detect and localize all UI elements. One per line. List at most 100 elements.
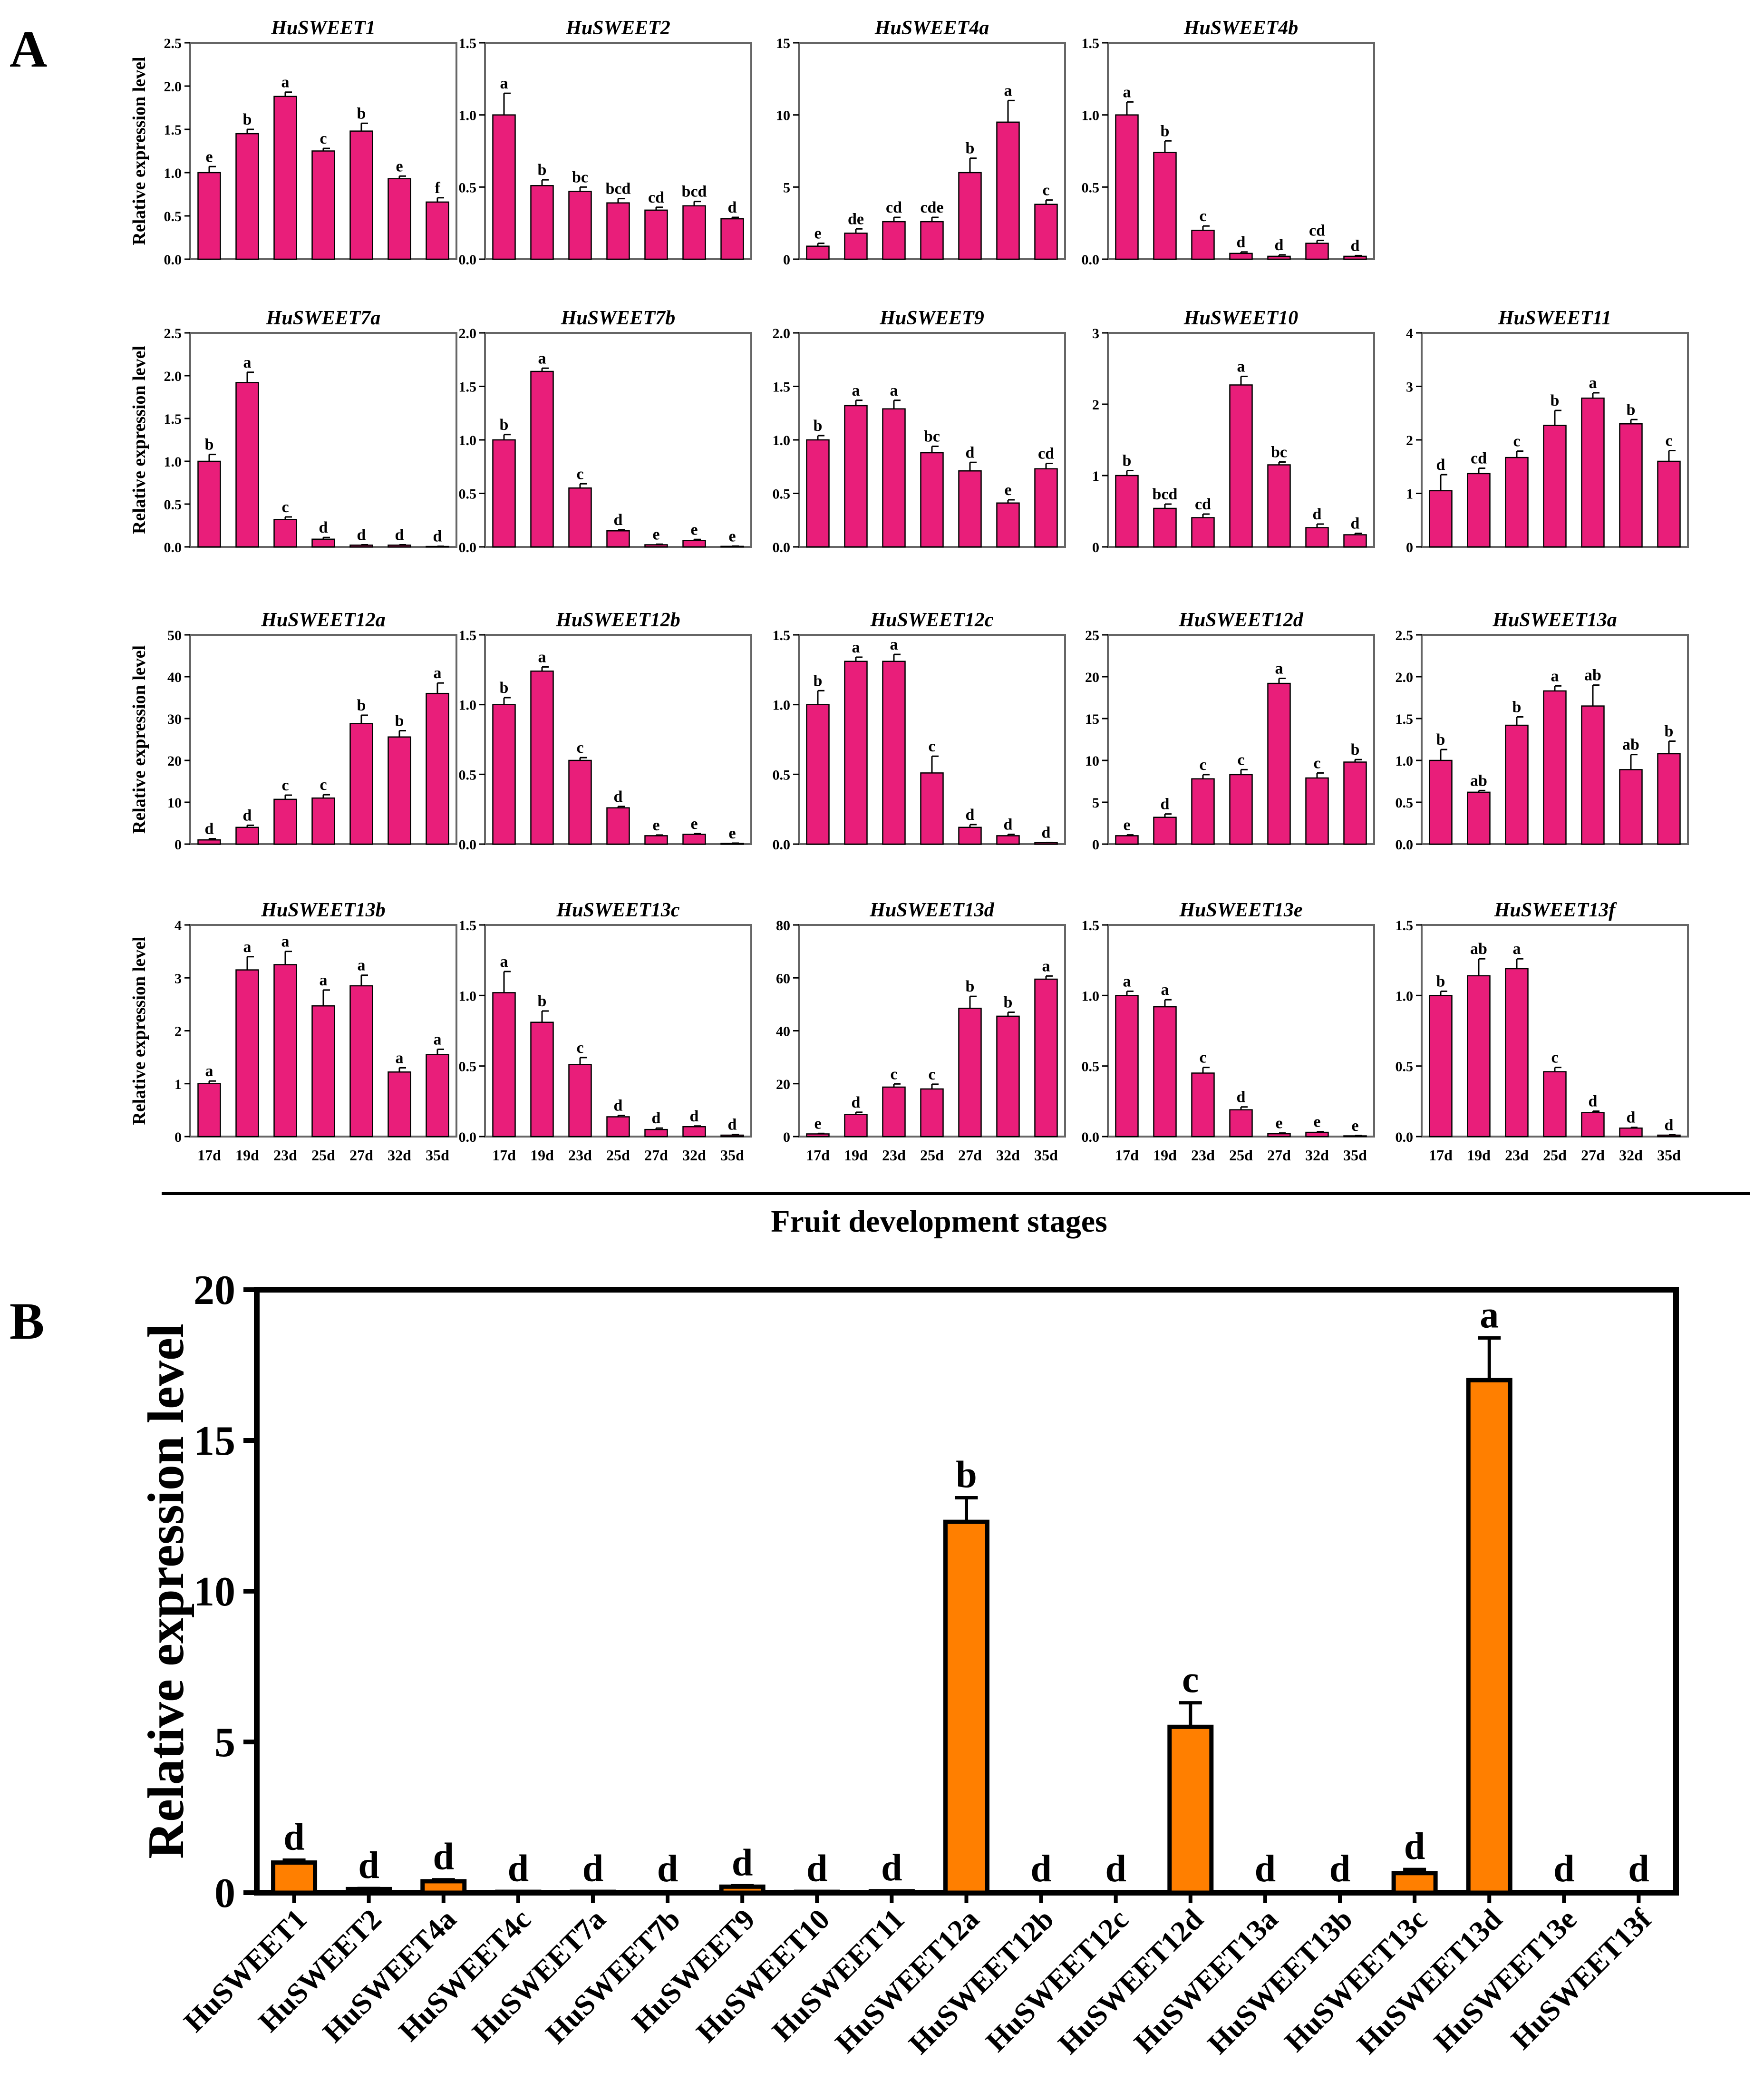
bar-17d: [1115, 114, 1139, 260]
y-tick-label: 1.0: [459, 433, 477, 448]
significance-letter: d: [1105, 1848, 1126, 1890]
y-tick-label: 0.5: [459, 1059, 477, 1075]
significance-letter: a: [1589, 374, 1597, 392]
significance-letter: a: [1004, 82, 1012, 99]
bar-19d: [235, 969, 259, 1138]
chart-husweet4a: HuSWEET4a 0 5 10 15 e de cd cde b a c: [776, 17, 1066, 268]
bar-23d: [1191, 230, 1215, 260]
chart-title: HuSWEET13b: [261, 899, 385, 921]
y-tick-label: 0.5: [1396, 795, 1414, 811]
significance-letter: a: [1275, 660, 1283, 678]
panel-a-shared-xlabel: Fruit development stages: [771, 1204, 1107, 1239]
chart-husweet13b: HuSWEET13b 0 1 2 3 4 a a a a a a a Relative expressio…: [129, 899, 457, 1164]
significance-letter: d: [582, 1848, 604, 1889]
bar-25d: [1229, 253, 1253, 260]
significance-letter: c: [928, 1066, 935, 1083]
bar-25d: [1543, 425, 1567, 548]
significance-letter: d: [395, 526, 404, 544]
bar-25d: [1229, 1109, 1253, 1138]
y-axis-label: Relative expression level: [129, 645, 149, 834]
y-tick-label: 0.5: [1396, 1059, 1414, 1075]
bar-35d: [720, 1134, 744, 1138]
significance-letter: bcd: [606, 180, 631, 198]
significance-letter: b: [1512, 698, 1522, 716]
bar-19d: [530, 370, 554, 548]
x-tick-label: 23d: [273, 1147, 297, 1164]
chart-husweet7b: HuSWEET7b 0.0 0.5 1.0 1.5 2.0 b a c d e e e: [459, 307, 752, 555]
bar-17d: [1115, 995, 1139, 1138]
y-tick-label: 1.0: [164, 454, 182, 470]
significance-letter: d: [205, 820, 214, 838]
y-tick-label: 1.0: [459, 988, 477, 1004]
y-tick-label: 5: [1092, 795, 1099, 811]
bar-32d: [1305, 243, 1329, 260]
significance-letter: d: [1275, 236, 1284, 254]
y-tick-label: 1.5: [1396, 918, 1414, 934]
y-tick-label: 1.5: [459, 36, 477, 51]
y-tick-label: 20: [776, 1077, 790, 1092]
significance-letter: d: [806, 1848, 828, 1889]
y-tick-label: 10: [194, 1569, 235, 1615]
bar-23d: [1191, 517, 1215, 548]
y-tick-label: 1.0: [1082, 108, 1100, 124]
significance-letter: d: [358, 1845, 379, 1887]
bar-19d: [1153, 817, 1177, 845]
y-tick-label: 25: [1085, 628, 1099, 643]
bar-35d: [1343, 534, 1367, 548]
bar-25d: [920, 221, 944, 260]
significance-letter: c: [890, 1065, 897, 1083]
x-tick-label: 32d: [388, 1147, 411, 1164]
x-tick-label: HuSWEET7a: [466, 1903, 612, 2049]
significance-letter: d: [283, 1817, 305, 1858]
bar-35d: [1034, 204, 1058, 260]
bar-19d: [844, 661, 868, 845]
y-tick-label: 1.5: [773, 379, 791, 395]
y-tick-label: 1.5: [773, 628, 791, 643]
bar-23d: [882, 408, 906, 548]
bar-25d: [1543, 1071, 1567, 1138]
significance-letter: d: [614, 788, 623, 806]
significance-letter: d: [1255, 1848, 1276, 1890]
significance-letter: a: [1480, 1294, 1499, 1336]
y-tick-label: 20: [1085, 670, 1099, 685]
chart-husweet1: HuSWEET1 0.0 0.5 1.0 1.5 2.0 2.5 e b a c b e f Relativ…: [129, 17, 457, 268]
significance-letter: d: [1313, 506, 1322, 523]
significance-letter: ab: [1470, 940, 1487, 958]
chart-husweet9: HuSWEET9 0.0 0.5 1.0 1.5 2.0 b a a bc d e cd: [773, 307, 1066, 555]
chart-title: HuSWEET13c: [556, 899, 679, 921]
significance-letter: d: [1553, 1848, 1575, 1890]
significance-letter: cd: [1471, 450, 1487, 467]
y-tick-label: 1: [174, 1077, 182, 1092]
y-tick-label: 40: [776, 1024, 790, 1040]
significance-letter: d: [1665, 1116, 1674, 1134]
bar-husweet1: [271, 1860, 318, 1895]
chart-title: HuSWEET9: [879, 307, 984, 329]
significance-letter: b: [966, 140, 975, 157]
significance-letter: d: [852, 1094, 861, 1111]
x-tick-label: 17d: [1115, 1147, 1139, 1164]
bar-25d: [606, 530, 630, 548]
significance-letter: b: [1161, 122, 1170, 140]
bar-19d: [530, 185, 554, 260]
significance-letter: e: [1004, 481, 1011, 499]
chart-title: HuSWEET12a: [261, 609, 385, 631]
y-tick-label: 5: [214, 1720, 235, 1766]
y-tick-label: 20: [167, 753, 182, 769]
bar-19d: [1467, 791, 1491, 845]
bar-19d: [1153, 1006, 1177, 1138]
significance-letter: b: [1551, 392, 1560, 409]
significance-letter: d: [1237, 1089, 1246, 1106]
bar-25d: [311, 538, 335, 548]
chart-title: HuSWEET10: [1183, 307, 1298, 329]
significance-letter: a: [205, 1062, 213, 1080]
significance-letter: b: [956, 1454, 977, 1496]
y-tick-label: 20: [194, 1267, 235, 1313]
x-tick-label: 23d: [568, 1147, 592, 1164]
y-tick-label: 1.0: [164, 165, 182, 181]
significance-letter: d: [966, 806, 975, 824]
significance-letter: d: [357, 526, 366, 544]
chart-title: HuSWEET1: [271, 17, 375, 39]
y-tick-label: 0.5: [1082, 1059, 1100, 1075]
